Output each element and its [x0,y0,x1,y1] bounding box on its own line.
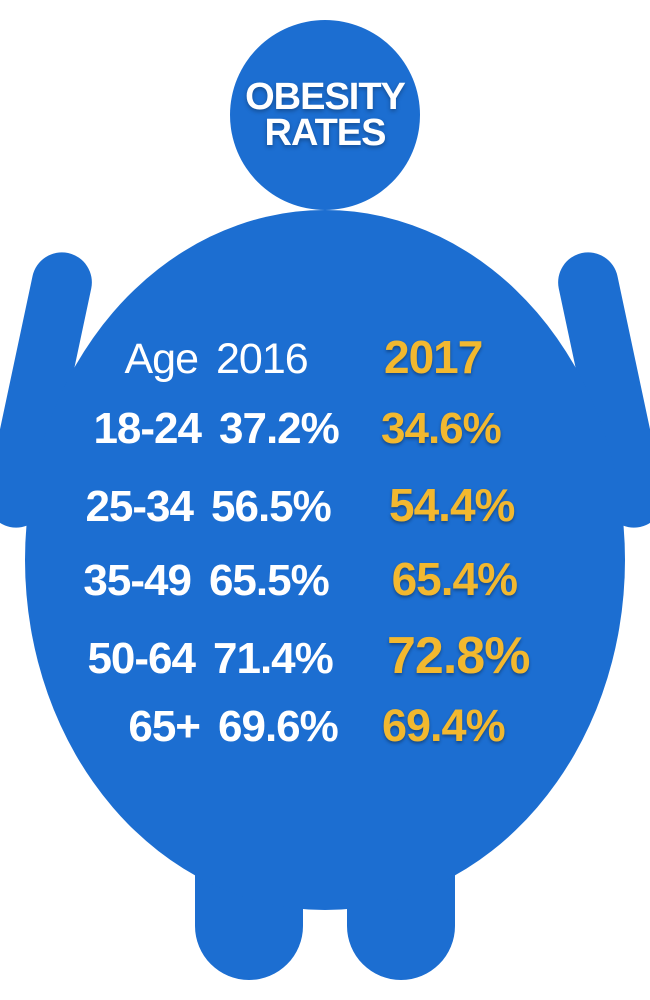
obesity-figure: OBESITY RATES Age 2016 2017 18-2437.2%34… [15,20,635,980]
cell-2017: 65.4% [392,552,590,606]
header-2016: 2016 [216,335,384,384]
cell-2016: 56.5% [211,482,379,532]
table-row: 35-4965.5% 65.4% [60,552,590,608]
table-row: 50-6471.4%72.8% [60,626,590,682]
cell-age: 35-49 [60,556,209,606]
cell-2016: 71.4% [213,634,381,684]
obesity-data-table: Age 2016 2017 18-2437.2%34.6%25-3456.5%5… [60,330,590,774]
cell-2017: 69.4% [382,700,582,752]
cell-2016: 65.5% [209,556,376,606]
cell-2017: 72.8% [387,626,587,686]
cell-age: 65+ [68,702,218,752]
header-age: Age [66,335,216,384]
cell-age: 18-24 [69,404,219,454]
title-line1: OBESITY [245,79,405,115]
cell-2016: 37.2% [219,404,387,454]
cell-age: 50-64 [63,634,213,684]
title-line2: RATES [265,115,386,151]
cell-2017: 54.4% [389,478,589,532]
cell-2017: 34.6% [381,404,581,454]
cell-age: 25-34 [61,482,211,532]
table-row: 25-3456.5%54.4% [60,478,590,534]
header-2017: 2017 [384,330,584,384]
figure-head: OBESITY RATES [230,20,420,210]
table-row: 65+69.6%69.4% [60,700,590,756]
table-row: 18-2437.2%34.6% [60,404,590,460]
cell-2016: 69.6% [218,702,386,752]
table-header-row: Age 2016 2017 [60,330,590,386]
